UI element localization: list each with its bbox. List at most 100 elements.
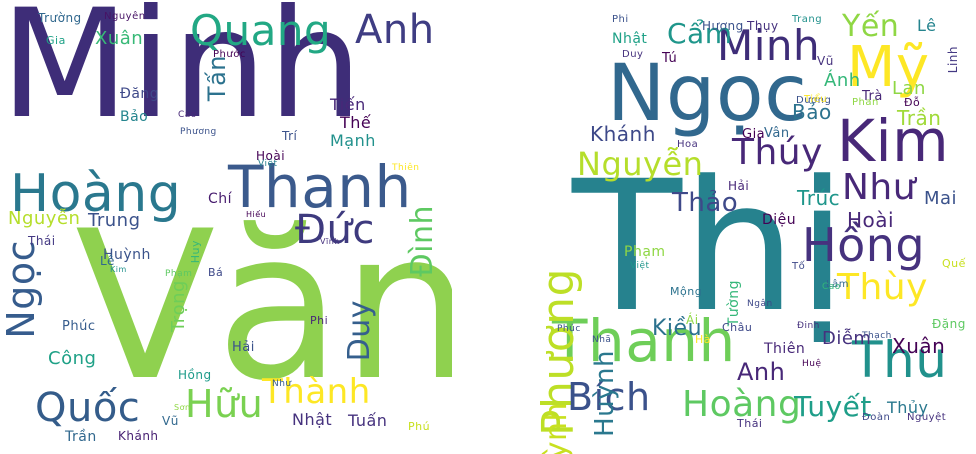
word-right-75: Nhã [592,335,612,345]
word-right-10: Hoàng [682,384,802,425]
word-left-49: Việt [258,159,278,169]
word-right-36: Vân [764,126,790,141]
word-right-73: Ái [686,313,699,327]
word-right-49: Châu [722,321,753,334]
word-left-13: Tấn [203,55,231,102]
word-left-33: Phúc [62,319,96,334]
word-left-19: Thế [340,113,372,132]
word-left-9: Hữu [185,382,264,426]
word-right-23: Xuân [892,334,946,358]
word-left-17: Trung [88,210,141,231]
word-right-60: Duy [622,49,644,60]
word-right-38: Diệu [762,212,797,228]
word-right-30: Lan [892,78,926,99]
word-right-9: Bích [567,375,651,419]
word-right-55: Lâm [826,279,849,290]
word-left-47: Phương [180,127,217,137]
word-right-52: Linh [946,46,960,74]
word-right-21: Kiều [652,316,703,341]
word-right-61: Huệ [802,359,822,369]
word-right-69: Ngân [747,299,773,309]
word-left-5: Anh [355,7,435,53]
word-right-33: Thủy [887,398,929,417]
word-right-14: Nguyễn [577,145,704,183]
word-right-32: Mai [924,188,958,209]
word-right-39: Thiên [764,341,806,357]
word-right-16: Huỳnh [590,350,620,437]
word-right-68: Thạch [862,331,892,341]
word-left-1: Minh [0,0,364,152]
word-right-26: Hoài [847,208,895,232]
word-right-35: Trà [862,89,883,104]
word-left-45: Phước [213,49,246,60]
word-right-6: Minh [717,21,821,70]
word-right-72: Đinh [797,321,820,331]
word-left-29: Bảo [120,109,149,125]
word-left-51: Vĩnh [320,237,340,246]
word-right-74: Việt [630,261,650,271]
word-right-67: Thái [737,417,763,430]
word-right-65: Phan [852,97,879,108]
word-right-42: Hương [702,19,744,33]
word-right-7: Thu [852,331,948,389]
word-right-40: Đặng [932,317,966,331]
word-left-37: Lê [100,254,115,268]
word-left-15: Công [48,348,97,369]
word-left-0: Văn [75,188,452,426]
word-left-20: Mạnh [330,131,376,150]
word-left-16: Nguyễn [8,208,81,229]
word-right-29: Bảo [792,100,832,124]
female-names-word-cloud: Thị Ngọc Kim Thanh Mỹ Hồng Minh Thu Phương Bích Ho… [532,0,976,454]
word-right-17: Tuyết [794,390,872,423]
word-left-26: Trần [65,429,97,445]
word-right-70: Phúc [557,324,581,334]
word-right-12: Thùy [837,267,928,308]
word-right-28: Trần [897,106,942,130]
word-right-31: Ánh [824,70,861,91]
word-left-7: Quốc [35,385,141,431]
word-right-18: Thảo [672,188,739,218]
word-right-50: Đoàn [862,412,891,423]
word-right-51: Nguyệt [907,412,947,423]
word-left-10: Thành [262,372,371,412]
word-left-50: Hiếu [246,210,267,219]
word-right-53: Quế [942,257,966,270]
word-left-18: Tiến [330,95,366,114]
word-left-11: Đình [405,205,440,277]
word-left-53: Như [272,379,292,389]
word-left-3: Hoàng [10,164,182,224]
word-right-63: Dương [796,95,832,106]
word-right-44: Tường [726,280,742,327]
word-left-39: Phi [310,314,329,327]
word-right-71: Tố [792,261,806,272]
word-left-35: Phú [408,420,431,433]
word-left-28: Đăng [120,86,160,102]
word-right-66: Hoa [677,139,699,150]
word-right-43: Thụy [747,19,779,33]
word-right-13: Như [842,167,917,208]
word-left-55: Phạm [165,269,193,279]
word-right-2: Kim [837,107,950,175]
word-right-41: Nhật [612,31,648,47]
word-right-11: Thúy [732,132,823,173]
word-left-42: Trường [38,11,82,25]
word-right-46: Hải [728,179,750,193]
word-right-64: Tiểu [804,94,828,105]
word-left-27: Khánh [118,429,159,443]
word-right-37: Gia [742,127,766,142]
word-left-31: Hoài [256,149,286,163]
word-right-1: Ngọc [607,49,808,139]
word-left-14: Xuân [95,28,144,49]
word-left-23: Chí [208,191,233,207]
word-right-25: Trúc [797,186,841,210]
word-right-5: Hồng [802,218,926,272]
word-left-30: Trí [282,129,298,143]
word-right-57: Vũ [817,54,834,68]
word-left-24: Nhật [292,410,333,429]
word-left-48: Thiên [392,163,420,173]
word-right-24: Diễm [822,328,872,349]
word-left-38: Vũ [162,414,179,428]
word-left-8: Ngọc [0,240,43,339]
word-left-6: Đức [295,207,375,253]
word-right-27: Khánh [590,122,656,146]
